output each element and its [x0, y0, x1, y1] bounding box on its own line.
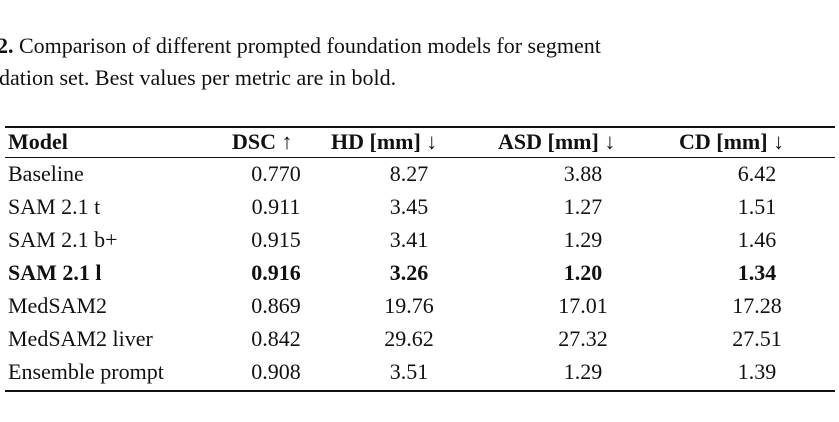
- value-cell: 3.45: [389, 194, 429, 219]
- caption-line: 2. Comparison of different prompted foun…: [0, 35, 601, 57]
- header-cell: Model: [8, 129, 68, 154]
- value-cell: 0.908: [251, 359, 301, 384]
- value-cell: 3.88: [563, 161, 603, 186]
- value-cell: 3.26: [389, 260, 429, 285]
- value-cell: 8.27: [389, 161, 429, 186]
- value-cell: 19.76: [384, 293, 434, 318]
- model-cell: MedSAM2 liver: [8, 326, 153, 351]
- value-cell: 0.770: [251, 161, 301, 186]
- caption-text: Comparison of different prompted foundat…: [19, 33, 601, 58]
- model-cell: Baseline: [8, 161, 84, 186]
- value-cell: 3.51: [389, 359, 429, 384]
- model-cell: Ensemble prompt: [8, 359, 164, 384]
- model-cell: MedSAM2: [8, 293, 108, 318]
- value-cell: 0.916: [251, 260, 301, 285]
- value-cell: 27.51: [732, 326, 782, 351]
- caption-text: dation set. Best values per metric are i…: [0, 65, 397, 90]
- value-cell: 0.869: [251, 293, 301, 318]
- header-cell: ASD [mm] ↓: [498, 129, 616, 154]
- value-cell: 17.28: [732, 293, 782, 318]
- caption-label: 2.: [0, 33, 14, 58]
- model-cell: SAM 2.1 t: [8, 194, 101, 219]
- value-cell: 27.32: [558, 326, 608, 351]
- value-cell: 6.42: [737, 161, 777, 186]
- value-cell: 3.41: [389, 227, 429, 252]
- value-cell: 1.39: [737, 359, 777, 384]
- top-rule: [5, 126, 835, 128]
- header-cell: CD [mm] ↓: [679, 129, 785, 154]
- value-cell: 1.34: [737, 260, 777, 285]
- mid-rule: [5, 157, 835, 158]
- model-cell: SAM 2.1 l: [8, 260, 102, 285]
- value-cell: 0.842: [251, 326, 301, 351]
- value-cell: 1.27: [563, 194, 603, 219]
- value-cell: 1.46: [737, 227, 777, 252]
- value-cell: 1.20: [563, 260, 603, 285]
- model-cell: SAM 2.1 b+: [8, 227, 118, 252]
- value-cell: 1.51: [737, 194, 777, 219]
- value-cell: 1.29: [563, 359, 603, 384]
- value-cell: 1.29: [563, 227, 603, 252]
- value-cell: 17.01: [558, 293, 608, 318]
- header-cell: DSC ↑: [232, 129, 293, 154]
- header-cell: HD [mm] ↓: [331, 129, 438, 154]
- value-cell: 29.62: [384, 326, 434, 351]
- value-cell: 0.915: [251, 227, 301, 252]
- bottom-rule: [5, 390, 835, 392]
- value-cell: 0.911: [251, 194, 301, 219]
